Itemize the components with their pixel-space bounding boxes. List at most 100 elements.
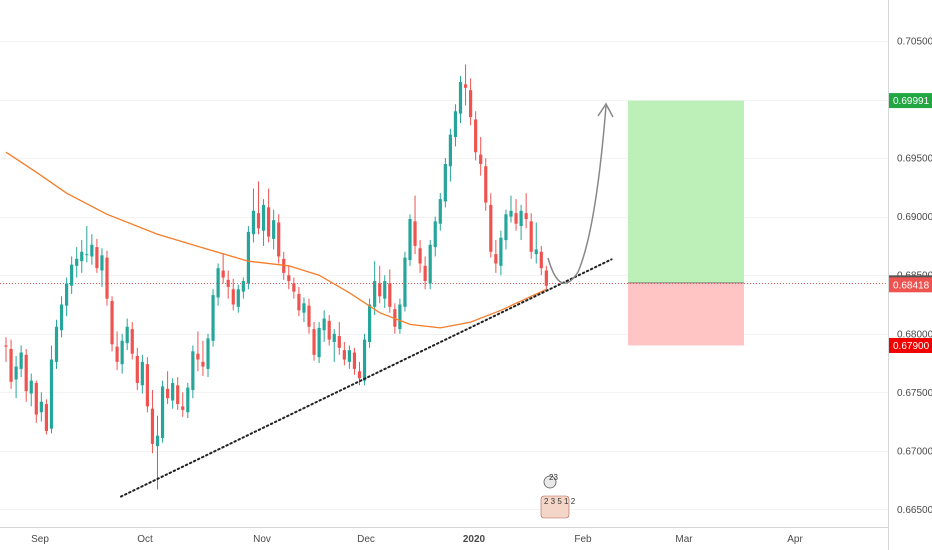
candle-body-up	[241, 281, 245, 292]
calendar-event-icon[interactable]	[540, 495, 570, 519]
candle-body-down	[474, 119, 478, 153]
candle-body-up	[368, 304, 372, 342]
candle-body-down	[463, 84, 468, 88]
candle-body-up	[211, 295, 215, 341]
time-tick-label: Sep	[31, 534, 49, 545]
candle-body-down	[479, 154, 483, 164]
support-trendline	[120, 258, 613, 498]
price-tick-label: 0.66500	[897, 505, 932, 516]
price-badge-label: 0.69991	[893, 96, 930, 107]
candle-body-up	[362, 339, 367, 381]
candle-body-down	[388, 283, 392, 307]
event-markers[interactable]: 23 2 3 5 1 2	[540, 473, 576, 519]
event-marker-icon[interactable]	[543, 475, 557, 489]
candle-body-down	[327, 320, 331, 340]
candle-body-up	[398, 304, 402, 330]
candle-body-down	[337, 336, 341, 348]
stop-loss-zone[interactable]	[628, 282, 744, 346]
candle-body-up	[322, 318, 326, 331]
candle-body-up	[140, 361, 144, 386]
candle-body-up	[373, 281, 377, 307]
candle-body-down	[130, 329, 134, 354]
price-tick-label: 0.69500	[897, 154, 932, 165]
candle-body-up	[458, 81, 463, 114]
candle-body-up	[519, 210, 523, 227]
candle-body-down	[267, 207, 271, 237]
candle-body-down	[256, 213, 261, 229]
candle-body-down	[489, 204, 493, 252]
candle-body-up	[39, 401, 43, 413]
candles	[4, 64, 548, 490]
candle-body-down	[297, 293, 301, 311]
candle-body-up	[236, 289, 240, 307]
price-badge	[889, 337, 932, 353]
candle-body-down	[277, 222, 281, 257]
candle-body-up	[125, 326, 129, 344]
candle-body-up	[80, 251, 84, 262]
candle-body-down	[34, 382, 38, 415]
candle-body-down	[110, 300, 114, 345]
candle-body-up	[261, 204, 266, 231]
candle-body-up	[59, 304, 64, 331]
candle-body-down	[524, 213, 528, 219]
candle-body-down	[312, 329, 316, 355]
event-marker-label[interactable]: 2 3 5 1 2	[544, 497, 576, 506]
candle-body-down	[342, 350, 346, 360]
candle-body-up	[408, 218, 412, 260]
candle-body-down	[105, 257, 109, 299]
time-tick-label: Dec	[357, 534, 375, 545]
candle-body-up	[29, 380, 33, 394]
candle-body-up	[65, 283, 69, 306]
candle-body-up	[347, 350, 351, 362]
candle-body-up	[443, 163, 447, 202]
candle-body-down	[166, 388, 170, 399]
candle-body-up	[534, 249, 538, 255]
candle-body-up	[216, 268, 220, 298]
candle-body-up	[191, 351, 195, 390]
candle-body-up	[75, 258, 79, 266]
candle-body-up	[433, 221, 437, 248]
candle-body-down	[226, 279, 230, 287]
projection-arrowhead	[597, 102, 614, 118]
time-tick-label: Apr	[787, 534, 803, 545]
event-marker-label[interactable]: 23	[549, 473, 558, 482]
candle-body-up	[120, 340, 124, 365]
candle-body-down	[352, 352, 357, 369]
price-tick-label: 0.69000	[897, 212, 932, 223]
price-badge-label: 0.68418	[893, 280, 930, 291]
price-tick-label: 0.67500	[897, 388, 932, 399]
time-tick-label: Nov	[253, 534, 271, 545]
candle-body-down	[292, 283, 296, 292]
time-tick-label: 2020	[463, 534, 486, 545]
time-axis[interactable]: Sep Oct Nov Dec 2020 Feb Mar Apr	[31, 534, 803, 545]
profit-zone[interactable]	[628, 100, 744, 283]
price-tick-label: 0.68000	[897, 329, 932, 340]
candle-body-down	[95, 247, 99, 269]
candle-body-down	[145, 364, 149, 407]
candle-body-up	[332, 333, 336, 342]
candle-body-down	[539, 251, 543, 269]
candle-body-up	[85, 254, 89, 256]
candle-body-down	[413, 221, 417, 246]
candle-body-up	[383, 281, 387, 299]
projection-arrow-layer	[547, 102, 614, 284]
candle-body-down	[357, 371, 362, 379]
moving-average-line	[5, 151, 547, 329]
time-tick-label: Oct	[137, 534, 153, 545]
candle-body-up	[272, 220, 276, 239]
projection-arrow-path	[547, 105, 607, 284]
candle-body-down	[4, 345, 8, 347]
candle-body-up	[453, 111, 458, 138]
candle-body-up	[100, 255, 104, 271]
candle-body-up	[246, 231, 250, 284]
price-tick-label: 0.67000	[897, 446, 932, 457]
price-tick-label: 0.70500	[897, 36, 932, 47]
candle-body-up	[504, 214, 508, 241]
candle-body-down	[196, 353, 200, 360]
position-tool[interactable]	[628, 100, 744, 346]
candle-body-down	[201, 361, 205, 367]
candle-body-up	[206, 338, 210, 369]
candle-body-up	[186, 387, 190, 413]
